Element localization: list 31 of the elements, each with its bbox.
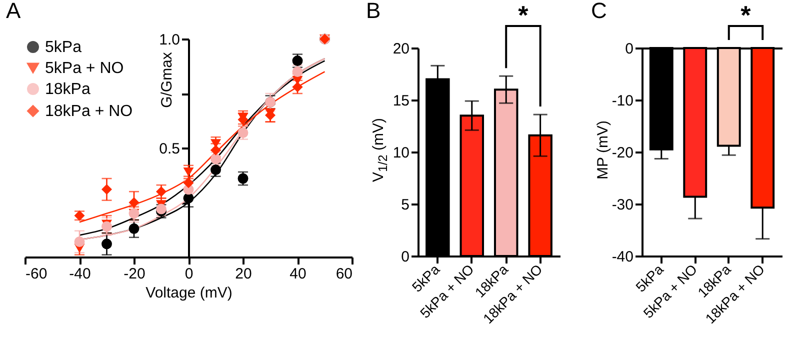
y-tick-label: 0.5 <box>159 140 180 158</box>
y-tick-label: 15 <box>392 92 410 110</box>
x-tick-label: -40 <box>69 266 91 282</box>
legend-label: 18kPa + NO <box>45 103 133 120</box>
x-tick-label: 20 <box>235 266 252 282</box>
legend-label: 5kPa <box>45 39 82 56</box>
y-tick-label: -40 <box>612 248 634 266</box>
y-tick-label: 0 <box>401 248 410 266</box>
y-tick-label: 1.0 <box>159 32 180 48</box>
chart-title: B <box>366 0 381 23</box>
y-tick-label: -20 <box>612 144 634 162</box>
x-tick-label: -20 <box>124 266 146 282</box>
chart-title: A <box>6 0 21 23</box>
x-tick-label: 0 <box>184 266 194 282</box>
text: * <box>518 0 528 31</box>
y-tick-label: 10 <box>392 144 410 162</box>
text: * <box>740 0 751 31</box>
y-tick-label: 20 <box>392 40 410 58</box>
chart-title: C <box>591 0 607 23</box>
y-axis-title: G/Gmax <box>158 52 176 108</box>
x-tick-label: -60 <box>26 266 48 282</box>
x-axis-title: Voltage (mV) <box>146 284 232 302</box>
legend-label: 18kPa <box>45 81 90 98</box>
y-tick-label: 0 <box>625 40 634 58</box>
x-tick-label: 60 <box>336 266 352 282</box>
legend-label: 5kPa + NO <box>45 60 124 77</box>
x-tick-label: 40 <box>290 266 306 282</box>
y-tick-label: 5 <box>401 196 410 214</box>
y-axis-title: MP (mV) <box>594 120 612 180</box>
y-tick-label: -30 <box>612 196 634 214</box>
y-tick-label: -10 <box>612 92 634 110</box>
